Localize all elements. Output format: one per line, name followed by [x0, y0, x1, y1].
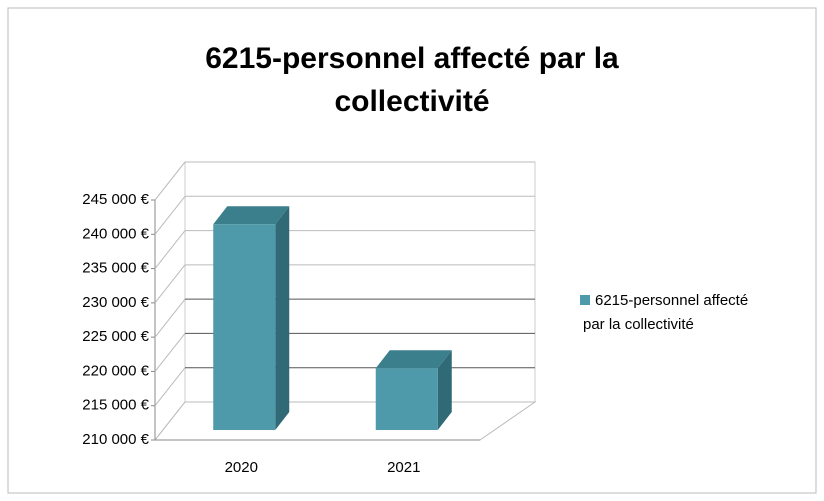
bar — [213, 206, 290, 430]
bar-front — [375, 368, 438, 430]
bar-side — [437, 350, 452, 430]
bar — [375, 350, 452, 430]
grid-line — [154, 298, 186, 338]
grid-line — [154, 264, 186, 304]
y-tick-label: 210 000 € — [82, 431, 149, 448]
bar-top — [375, 350, 452, 369]
x-tick-label: 2021 — [387, 459, 420, 476]
y-tick-label: 225 000 € — [82, 328, 149, 345]
grid-line — [154, 333, 186, 372]
chart-title-line: collectivité — [334, 85, 489, 118]
y-tick-label: 240 000 € — [82, 225, 149, 242]
chart-title-line: 6215-personnel affecté par la — [205, 42, 619, 75]
y-tick-label: 245 000 € — [82, 191, 149, 208]
floor — [153, 401, 537, 441]
grid-line — [154, 401, 186, 441]
legend-label: par la collectivité — [583, 316, 694, 333]
legend-swatch — [580, 295, 590, 305]
y-tick-label: 215 000 € — [82, 397, 149, 414]
grid-line — [154, 230, 186, 269]
y-tick-label: 220 000 € — [82, 362, 149, 379]
grid-line — [154, 195, 186, 235]
x-tick-label: 2020 — [225, 459, 258, 476]
legend-label: 6215-personnel affecté — [595, 292, 748, 309]
bar-top — [213, 206, 290, 225]
bar-side — [275, 206, 290, 430]
y-tick-label: 235 000 € — [82, 260, 149, 277]
y-tick-label: 230 000 € — [82, 294, 149, 311]
grid-line — [154, 161, 186, 201]
bar-front — [213, 224, 276, 430]
grid-line — [154, 367, 186, 407]
